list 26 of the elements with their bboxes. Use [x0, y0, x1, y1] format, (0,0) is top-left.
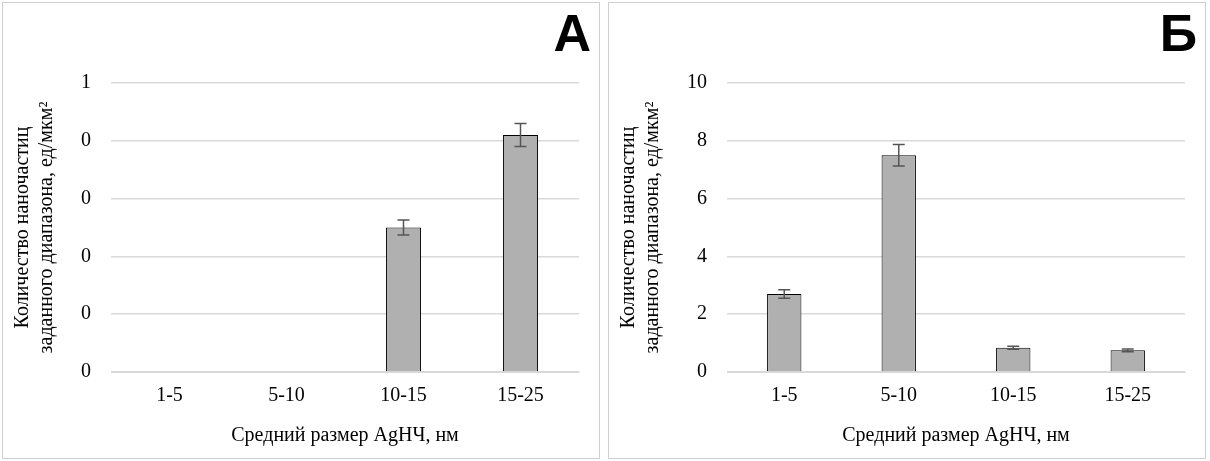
x-tick-label: 15-25 [497, 383, 544, 406]
y-tick-label: 0 [81, 243, 91, 266]
y-tick-label: 1 [81, 70, 91, 93]
y-tick-label: 6 [697, 185, 707, 208]
y-tick-label: 10 [687, 70, 707, 93]
x-tick-label: 10-15 [380, 383, 427, 406]
y-tick-label: 0 [81, 301, 91, 324]
x-axis-title: Средний размер AgНЧ, нм [231, 423, 460, 447]
x-tick-label: 10-15 [989, 383, 1037, 406]
y-axis-title: Количество наночастиц заданного диапазона, ед/мкм² [10, 101, 58, 354]
y-tick-label: 0 [697, 359, 707, 382]
x-tick-label: 1-5 [156, 383, 183, 406]
y-axis-title: Количество наночастиц заданного диапазона, ед/мкм² [616, 101, 664, 354]
y-tick-label: 2 [697, 301, 707, 324]
text: А [553, 4, 591, 63]
x-axis-title: Средний размер AgНЧ, нм [842, 423, 1071, 447]
y-tick-label: 0 [81, 128, 91, 151]
y-tick-label: 4 [697, 243, 707, 266]
x-tick-label: 5-10 [268, 383, 305, 406]
y-tick-label: 8 [697, 128, 707, 151]
y-tick-label: 0 [81, 185, 91, 208]
x-tick-label: 5-10 [880, 383, 918, 406]
y-tick-label: 0 [81, 359, 91, 382]
text: Б [1159, 4, 1197, 63]
x-tick-label: 1-5 [770, 383, 798, 406]
x-tick-label: 15-25 [1104, 383, 1152, 406]
